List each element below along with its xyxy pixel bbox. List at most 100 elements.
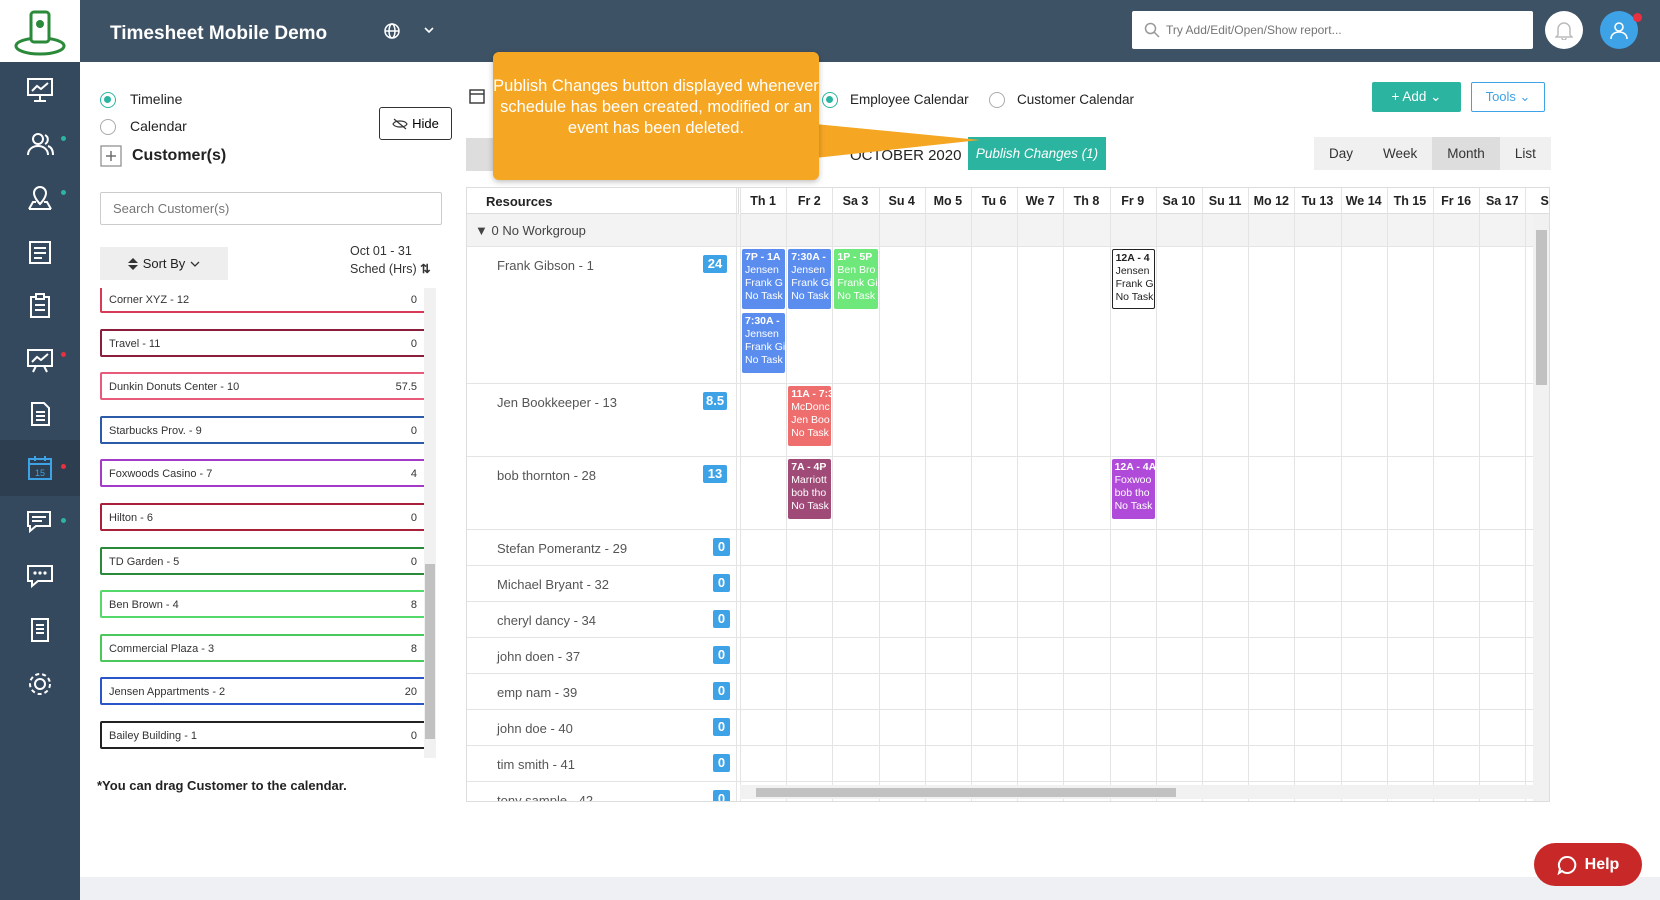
day-divider bbox=[740, 188, 741, 801]
resource-row: tim smith - 41 0 bbox=[467, 746, 1533, 782]
customer-item[interactable]: Travel - 11 0 bbox=[100, 328, 426, 357]
customer-search-input[interactable] bbox=[100, 192, 442, 225]
schedule-event[interactable]: 1P - 5P Ben Bro Frank Gi No Task bbox=[834, 249, 878, 309]
customer-item[interactable]: Ben Brown - 4 8 bbox=[100, 590, 426, 619]
view-day-button[interactable]: Day bbox=[1329, 146, 1354, 161]
resource-name: Jen Bookkeeper - 13 bbox=[497, 395, 617, 410]
app-logo[interactable] bbox=[0, 0, 80, 62]
employee-calendar-label: Employee Calendar bbox=[850, 92, 969, 107]
event-line: Jensen bbox=[745, 328, 779, 340]
customer-name: Jensen Appartments - 2 bbox=[109, 686, 226, 699]
day-header: Th 1 bbox=[740, 188, 787, 214]
scrollbar-thumb[interactable] bbox=[756, 788, 1176, 797]
nav-settings[interactable] bbox=[0, 656, 80, 712]
add-customer-icon[interactable] bbox=[100, 145, 122, 167]
publish-changes-button[interactable]: Publish Changes (1) bbox=[968, 137, 1106, 170]
sched-hours-header[interactable]: Sched (Hrs) ⇅ bbox=[350, 260, 431, 278]
customer-calendar-radio[interactable] bbox=[989, 92, 1005, 108]
nav-locations[interactable] bbox=[0, 170, 80, 226]
schedule-event[interactable]: 11A - 7:3 McDonc Jen Boo No Task bbox=[788, 386, 832, 446]
event-line: No Task bbox=[837, 290, 876, 302]
tools-button[interactable]: Tools ⌄ bbox=[1471, 82, 1545, 112]
nav-employees[interactable] bbox=[0, 116, 80, 172]
nav-tasks[interactable] bbox=[0, 278, 80, 334]
prev-month-button[interactable] bbox=[466, 138, 498, 171]
customer-item[interactable]: Hilton - 6 0 bbox=[100, 503, 426, 531]
day-header: Th 15 bbox=[1386, 188, 1433, 214]
day-divider bbox=[1386, 188, 1388, 801]
event-time: 1P - 5P bbox=[837, 251, 873, 263]
notifications-button[interactable] bbox=[1545, 11, 1583, 49]
sort-toggle-icon[interactable]: ⇅ bbox=[420, 262, 431, 276]
global-search[interactable] bbox=[1132, 11, 1533, 49]
schedule-event[interactable]: 12A - 4 Jensen Frank Gi No Task bbox=[1111, 249, 1155, 309]
customer-item[interactable]: Commercial Plaza - 3 8 bbox=[100, 633, 426, 662]
event-line: Frank G bbox=[745, 277, 783, 289]
day-divider bbox=[1479, 188, 1481, 801]
view-month-button[interactable]: Month bbox=[1432, 137, 1500, 170]
globe-icon[interactable] bbox=[383, 22, 401, 40]
day-divider bbox=[924, 188, 926, 801]
chevron-down-icon[interactable] bbox=[423, 24, 435, 36]
customer-name: Bailey Building - 1 bbox=[109, 730, 198, 742]
customer-name: Starbucks Prov. - 9 bbox=[109, 424, 202, 437]
sort-by-button[interactable]: Sort By bbox=[100, 247, 228, 280]
schedule-event[interactable]: 12A - 4A Foxwoo bob tho No Task bbox=[1111, 459, 1155, 519]
day-divider bbox=[832, 188, 834, 801]
calendar-icon[interactable] bbox=[469, 88, 485, 104]
event-time: 7:30A - bbox=[791, 251, 826, 263]
customer-item[interactable]: Starbucks Prov. - 9 0 bbox=[100, 415, 426, 444]
scrollbar-thumb[interactable] bbox=[1536, 230, 1547, 385]
nav-chat[interactable] bbox=[0, 548, 80, 604]
customer-hours: 0 bbox=[410, 294, 417, 306]
scrollbar-thumb[interactable] bbox=[425, 564, 435, 739]
event-line: Foxwoo bbox=[1114, 474, 1152, 486]
view-week-button[interactable]: Week bbox=[1383, 146, 1418, 161]
event-line: No Task bbox=[791, 500, 829, 512]
schedule-event[interactable]: 7:30A - Jensen Frank Gi No Task bbox=[742, 313, 786, 373]
nav-messages[interactable] bbox=[0, 494, 80, 550]
customer-list-scrollbar[interactable] bbox=[424, 288, 436, 758]
resource-hours-badge: 0 bbox=[713, 646, 730, 664]
customer-item[interactable]: TD Garden - 5 0 bbox=[100, 546, 426, 575]
add-button[interactable]: + Add ⌄ bbox=[1372, 82, 1461, 112]
workgroup-row[interactable]: ▼ 0 No Workgroup bbox=[467, 214, 1533, 247]
nav-schedule[interactable]: 15 bbox=[0, 440, 80, 496]
employee-calendar-radio[interactable] bbox=[822, 92, 838, 108]
day-divider bbox=[1109, 188, 1111, 801]
sched-label: Sched (Hrs) bbox=[350, 262, 417, 276]
schedule-event[interactable]: 7:30A - Jensen Frank Gi No Task bbox=[788, 249, 832, 309]
add-label: + Add bbox=[1391, 89, 1427, 104]
grid-horizontal-scrollbar[interactable] bbox=[740, 785, 1534, 799]
search-input[interactable] bbox=[1166, 20, 1521, 40]
day-header: Tu 13 bbox=[1294, 188, 1341, 214]
resource-divider bbox=[736, 188, 737, 801]
day-header: Th 8 bbox=[1063, 188, 1110, 214]
schedule-event[interactable]: 7P - 1A Jensen Frank G No Task bbox=[742, 249, 786, 309]
timeline-radio[interactable] bbox=[100, 92, 116, 108]
nav-timesheets[interactable] bbox=[0, 224, 80, 280]
nav-dashboard[interactable] bbox=[0, 62, 80, 118]
nav-reports[interactable] bbox=[0, 332, 80, 388]
nav-documents[interactable] bbox=[0, 386, 80, 442]
grid-vertical-scrollbar[interactable] bbox=[1533, 214, 1549, 801]
customer-item[interactable]: Dunkin Donuts Center - 10 57.5 bbox=[100, 372, 426, 401]
form-icon bbox=[31, 618, 49, 642]
customer-item[interactable]: Jensen Appartments - 2 20 bbox=[100, 677, 426, 706]
customer-item[interactable]: Foxwoods Casino - 7 4 bbox=[100, 459, 426, 488]
calendar-radio[interactable] bbox=[100, 119, 116, 135]
view-list-button[interactable]: List bbox=[1514, 146, 1536, 161]
customer-item[interactable]: Bailey Building - 1 0 bbox=[100, 721, 426, 749]
event-line: No Task bbox=[745, 354, 783, 366]
nav-forms[interactable] bbox=[0, 602, 80, 658]
customer-name: Corner XYZ - 12 bbox=[109, 294, 190, 306]
document-icon bbox=[31, 402, 50, 426]
schedule-event[interactable]: 7A - 4P Marriott bob tho No Task bbox=[788, 459, 832, 519]
help-button[interactable]: Help bbox=[1534, 843, 1642, 886]
side-nav: 15 bbox=[0, 0, 80, 900]
hide-button[interactable]: Hide bbox=[379, 107, 452, 140]
user-avatar-button[interactable] bbox=[1600, 11, 1638, 49]
customer-hours: 0 bbox=[410, 512, 417, 524]
customer-item[interactable]: Corner XYZ - 12 0 bbox=[100, 288, 426, 313]
resources-header: Resources bbox=[467, 188, 739, 214]
